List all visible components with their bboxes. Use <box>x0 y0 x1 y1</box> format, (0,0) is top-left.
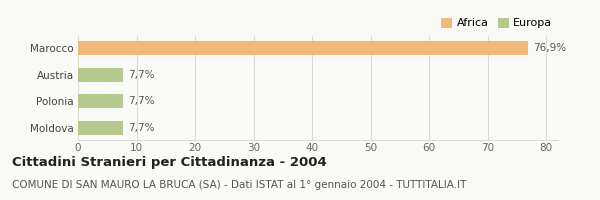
Text: 7,7%: 7,7% <box>128 70 154 80</box>
Text: Cittadini Stranieri per Cittadinanza - 2004: Cittadini Stranieri per Cittadinanza - 2… <box>12 156 327 169</box>
Bar <box>78 41 528 55</box>
Bar <box>78 68 123 82</box>
Bar <box>78 121 123 135</box>
Text: 7,7%: 7,7% <box>128 123 154 133</box>
Text: 7,7%: 7,7% <box>128 96 154 106</box>
Text: 76,9%: 76,9% <box>533 43 566 53</box>
Legend: Africa, Europa: Africa, Europa <box>442 18 553 28</box>
Bar <box>78 94 123 108</box>
Text: COMUNE DI SAN MAURO LA BRUCA (SA) - Dati ISTAT al 1° gennaio 2004 - TUTTITALIA.I: COMUNE DI SAN MAURO LA BRUCA (SA) - Dati… <box>12 180 466 190</box>
